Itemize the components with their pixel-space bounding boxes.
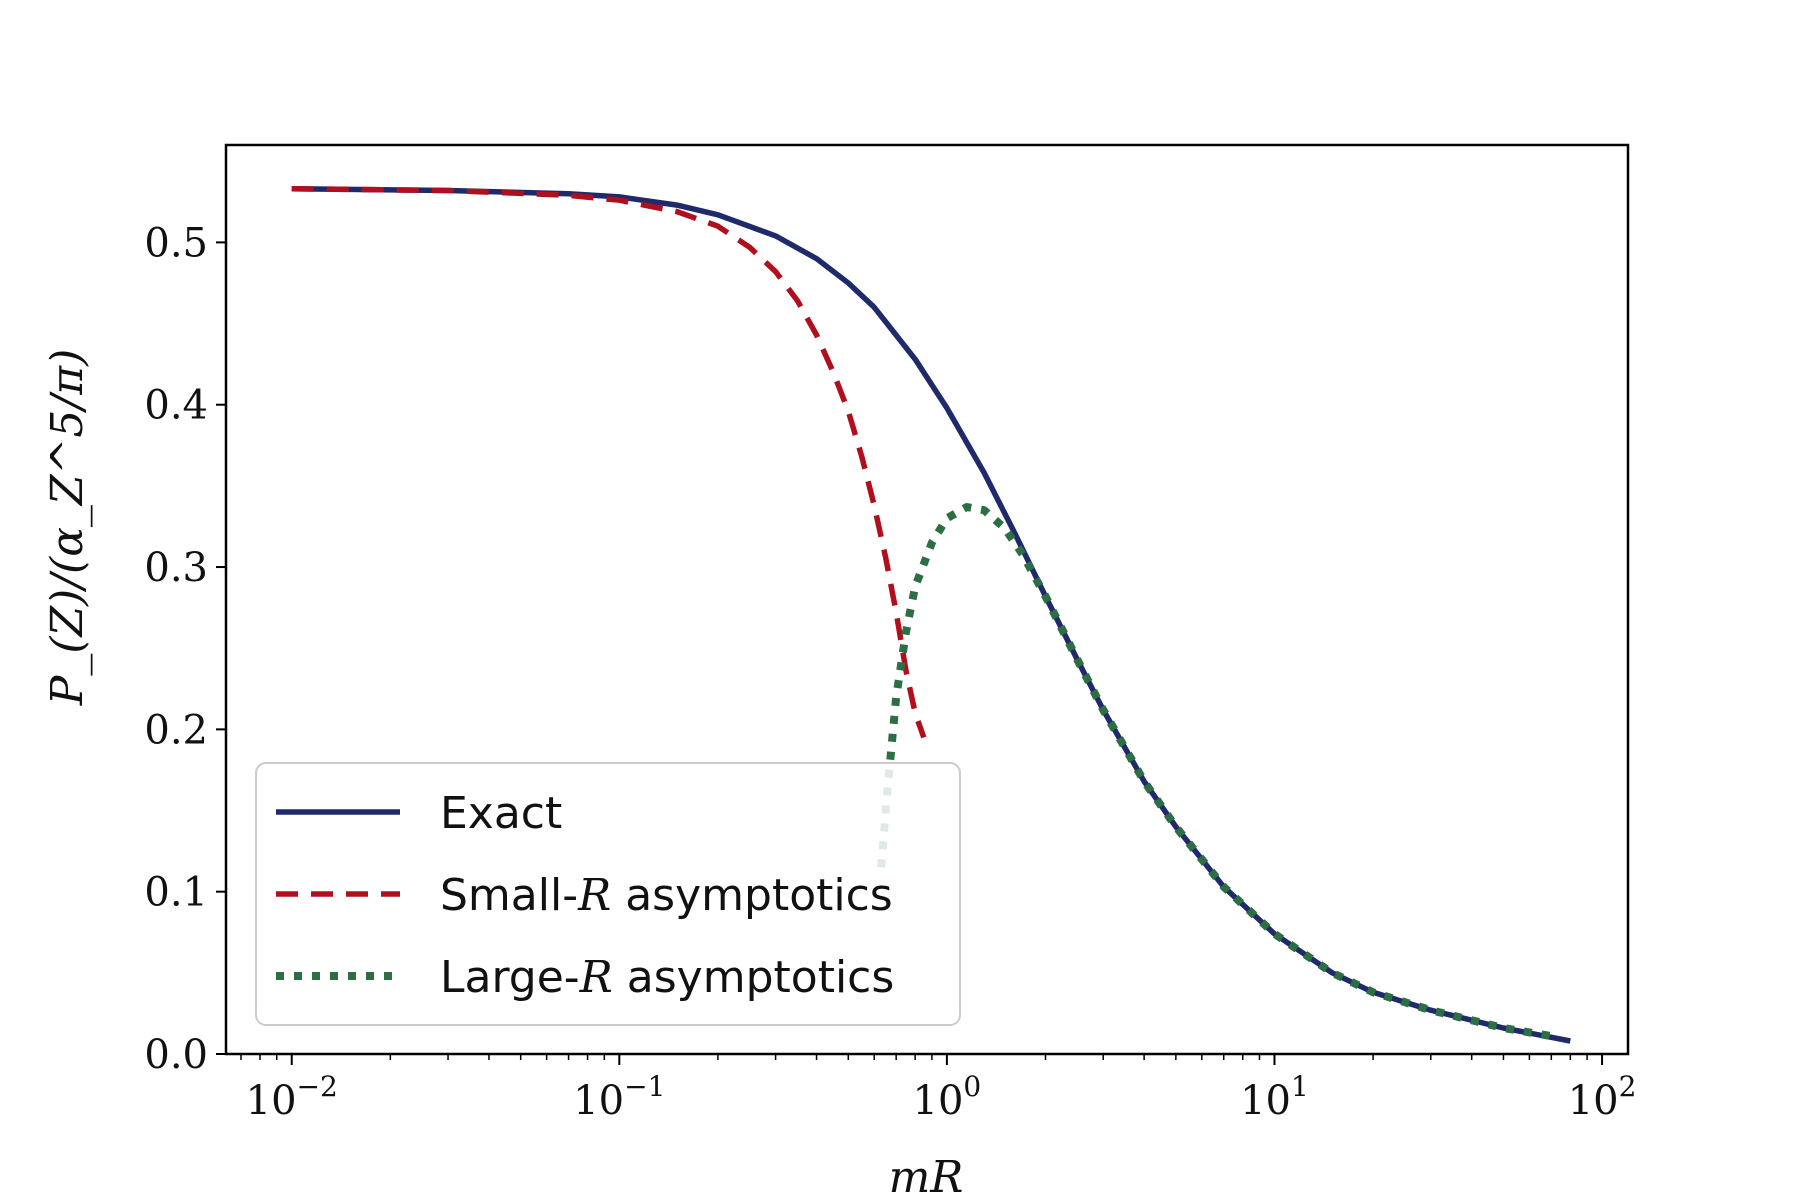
x-tick-label: 101 <box>1240 1070 1309 1124</box>
series-line-small-r-asymptotics <box>291 186 927 739</box>
x-tick-label: 100 <box>913 1070 982 1124</box>
x-tick-label: 102 <box>1568 1070 1637 1124</box>
x-tick-label: 10−2 <box>246 1070 338 1124</box>
legend-box <box>255 762 961 1026</box>
y-tick-label: 0.5 <box>144 220 208 266</box>
legend-label: Exact <box>440 788 562 839</box>
x-axis-title: mR <box>889 1152 964 1200</box>
legend-label: Large-R asymptotics <box>440 952 894 1003</box>
y-tick-label: 0.0 <box>144 1032 208 1078</box>
x-tick-label: 10−1 <box>573 1070 665 1124</box>
y-axis-title: P_(Z)/(α_Z^5/π) <box>42 349 93 707</box>
series-line-large-r-asymptotics <box>877 503 1552 1041</box>
plot-frame <box>224 143 1630 1056</box>
y-tick-label: 0.2 <box>144 707 208 753</box>
y-tick-label: 0.3 <box>144 545 208 591</box>
y-tick-label: 0.4 <box>144 383 208 429</box>
y-tick-label: 0.1 <box>144 870 208 916</box>
svg-text:P_(Z)/(α_Z^5/π): P_(Z)/(α_Z^5/π) <box>42 349 93 707</box>
legend-label: Small-R asymptotics <box>440 870 893 921</box>
legend: Exact Small-R asymptotics Large-R asymptot… <box>255 762 961 1026</box>
